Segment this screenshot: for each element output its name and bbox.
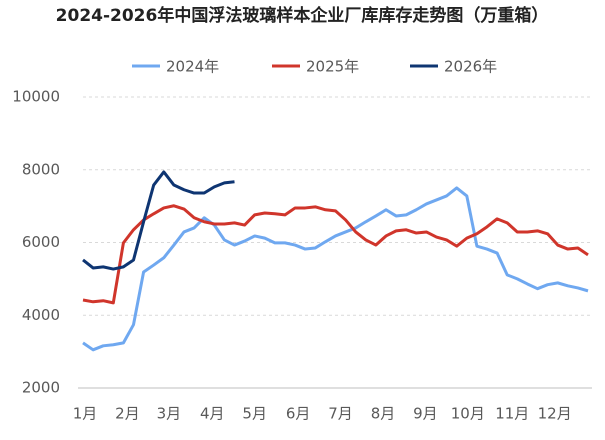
- x-tick-label: 10月: [451, 405, 485, 423]
- y-tick-label: 2000: [22, 379, 60, 397]
- x-tick-label: 2月: [115, 405, 140, 423]
- x-tick-label: 12月: [538, 405, 572, 423]
- x-tick-label: 3月: [157, 405, 182, 423]
- series-line: [82, 170, 235, 271]
- x-tick-label: 8月: [371, 405, 396, 423]
- y-tick-label: 8000: [22, 160, 60, 178]
- legend-label: 2025年: [306, 58, 359, 76]
- x-tick-label: 4月: [200, 405, 225, 423]
- legend-label: 2026年: [444, 58, 497, 76]
- chart-title: 2024-2026年中国浮法玻璃样本企业厂库库存走势图（万重箱）: [56, 5, 549, 26]
- y-tick-label: 10000: [12, 88, 60, 106]
- x-tick-label: 11月: [495, 405, 529, 423]
- legend-label: 2024年: [166, 58, 219, 76]
- series-line: [82, 186, 589, 352]
- y-tick-label: 4000: [22, 306, 60, 324]
- series-line: [82, 204, 589, 305]
- x-tick-label: 1月: [73, 405, 98, 423]
- x-tick-label: 9月: [413, 405, 438, 423]
- x-tick-label: 7月: [328, 405, 353, 423]
- y-tick-label: 6000: [22, 233, 60, 251]
- x-tick-label: 6月: [286, 405, 311, 423]
- x-tick-label: 5月: [242, 405, 267, 423]
